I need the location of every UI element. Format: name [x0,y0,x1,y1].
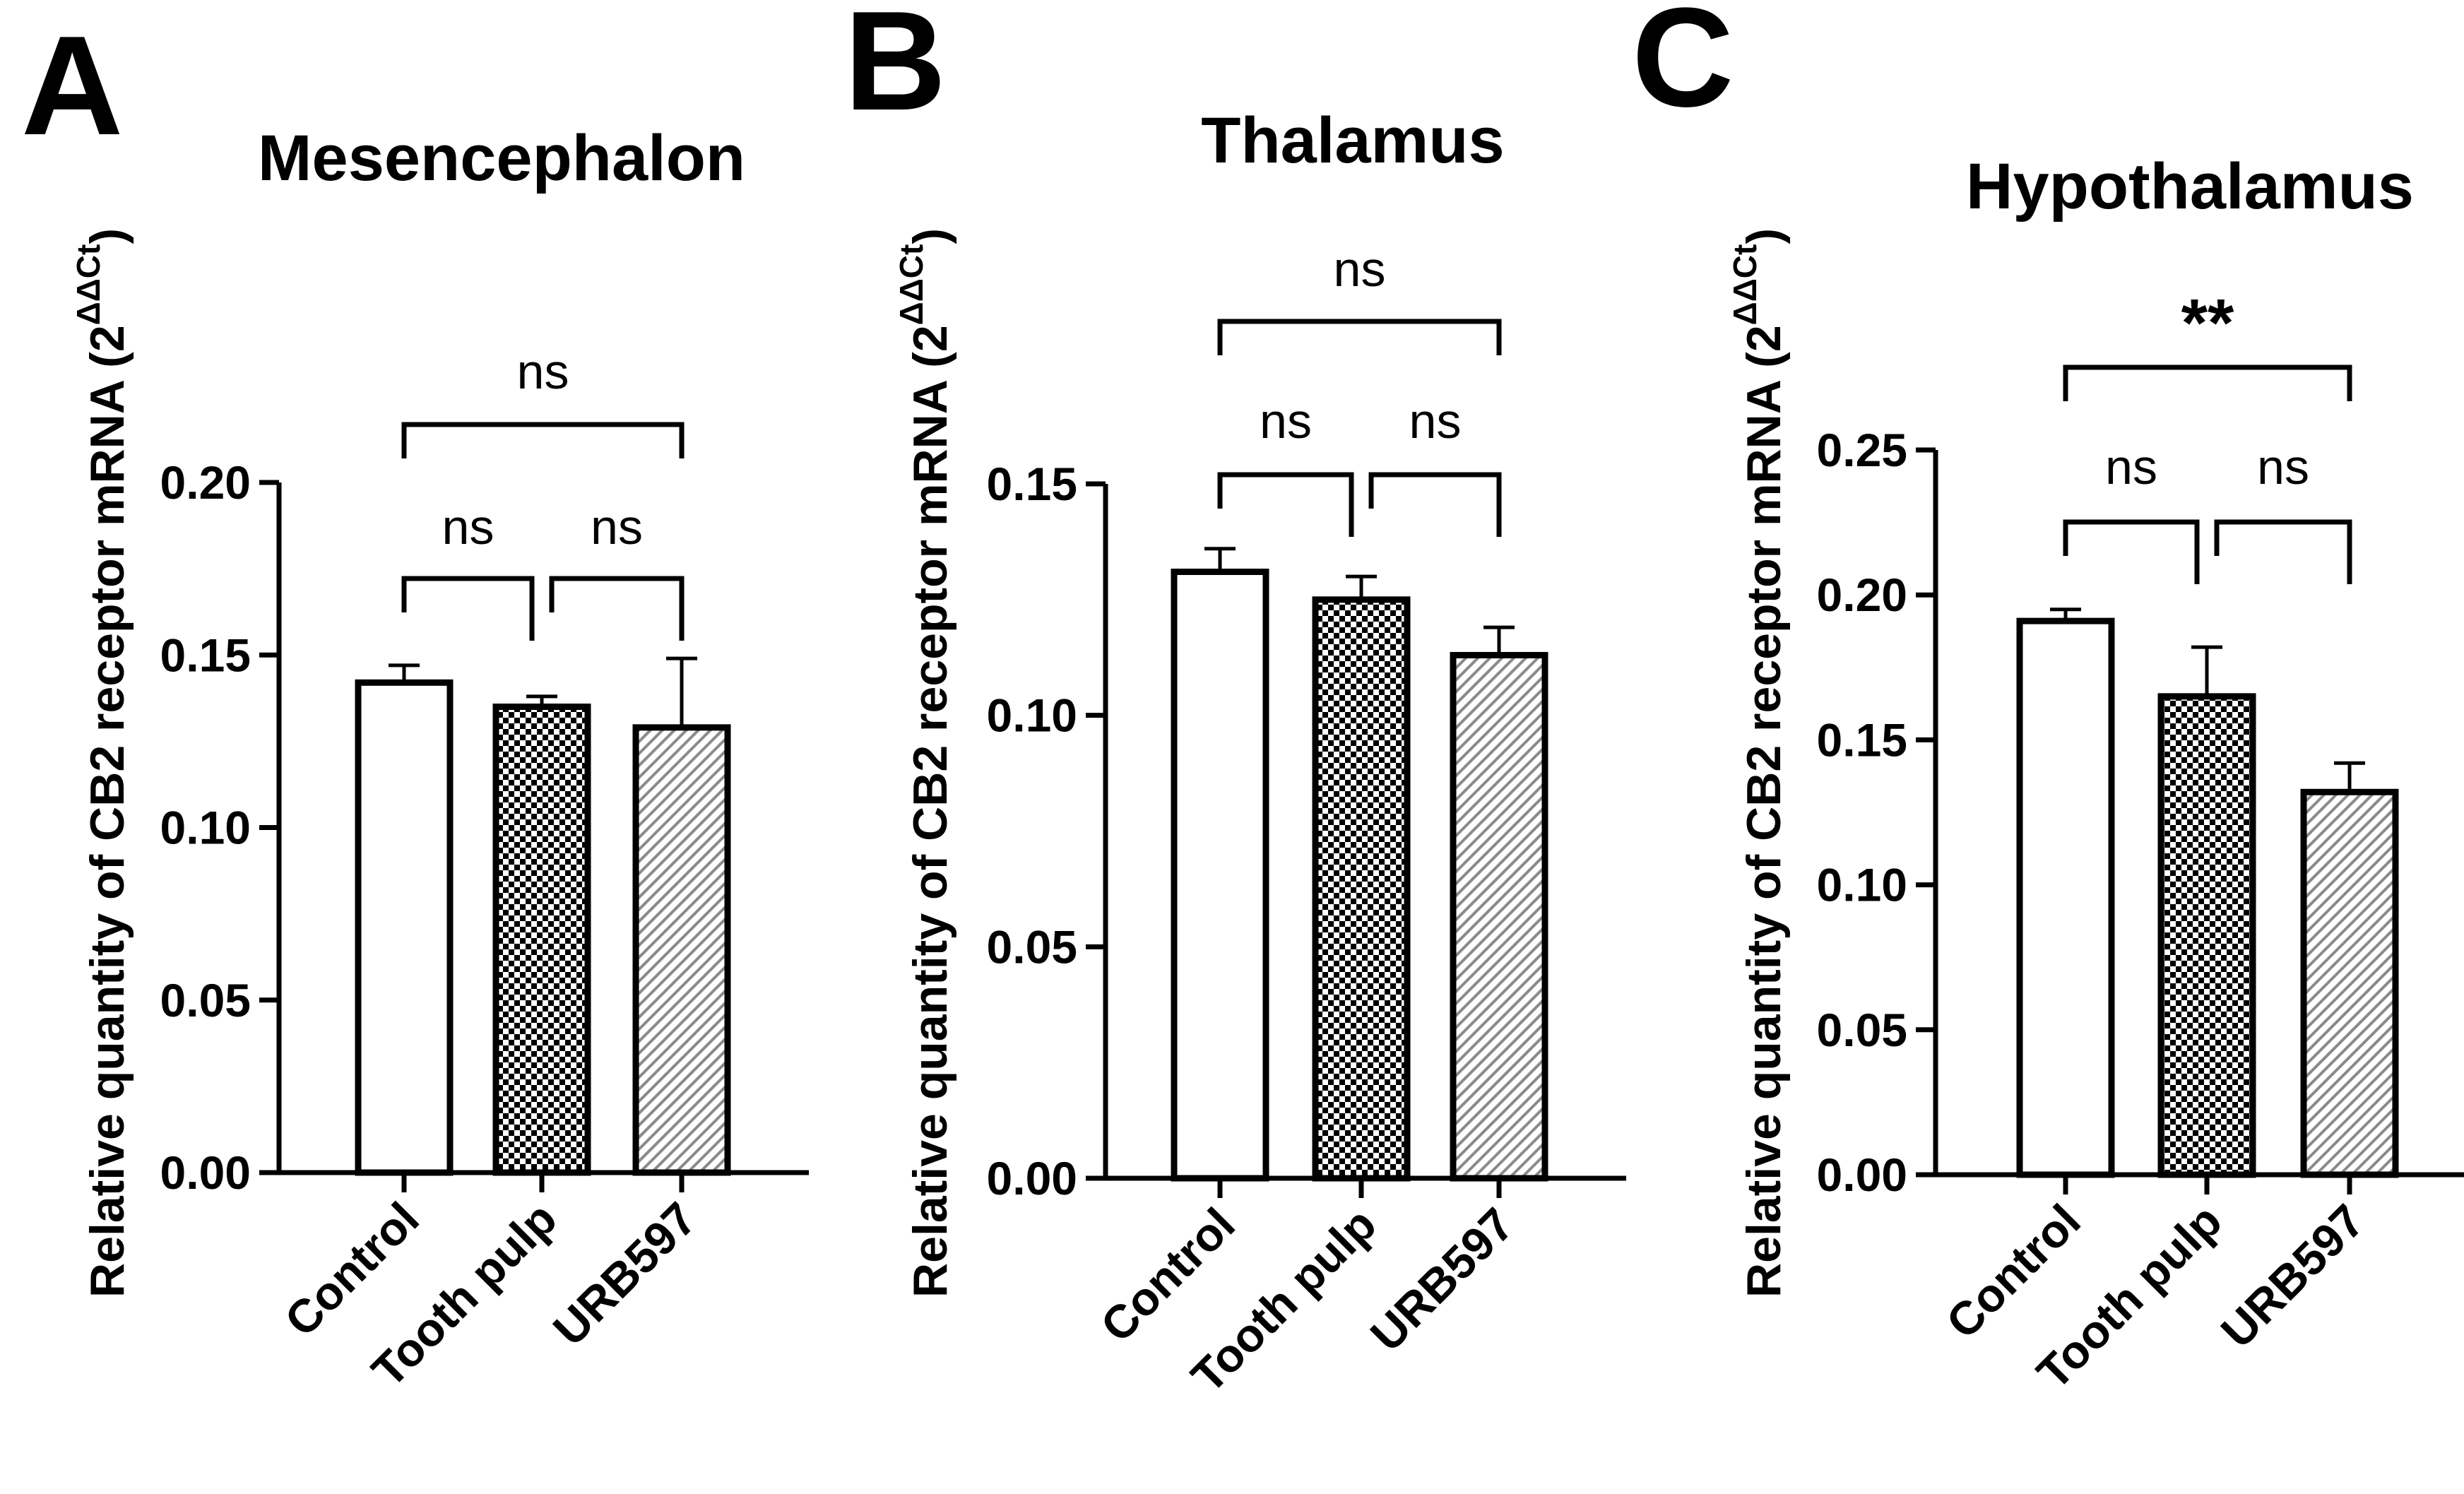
significance-bracket [2063,519,2200,584]
panel-thalamus: B Thalamus Relative quantity of CB2 rece… [844,0,1626,1402]
y-axis-label: Relative quantity of CB2 receptor mRNA (… [70,228,134,1298]
significance-bracket [2063,364,2352,401]
y-tick-label: 0.25 [1817,424,1907,476]
bar-urb597 [2300,788,2399,1178]
panel-mesencephalon: A Mesencephalon Relative quantity of CB2… [21,7,809,1397]
significance-bracket [401,422,685,458]
y-tick-label: 0.10 [160,802,251,854]
x-tick-label: URB597 [2211,1194,2374,1358]
significance-label: ns [1260,393,1312,449]
y-tick-label: 0.00 [1817,1149,1907,1201]
y-tick-label: 0.00 [160,1146,251,1199]
panel-letter: C [1632,0,1734,136]
bar-urb597 [632,724,731,1176]
bar-tooth-pulp [2157,693,2256,1178]
y-tick-label: 0.10 [1817,859,1907,911]
significance-label: ns [2105,439,2157,494]
y-axis-label: Relative quantity of CB2 receptor mRNA (… [1726,228,1791,1298]
chart-title: Hypothalamus [1966,150,2414,223]
y-axis-label-close: ) [81,228,134,244]
panel-letter: B [844,0,946,140]
y-tick-label: 0.10 [987,689,1077,742]
bar-control [2016,617,2115,1178]
significance-bracket [1368,472,1502,537]
y-tick-label: 0.15 [987,458,1077,510]
y-tick-label: 0.00 [987,1152,1077,1204]
significance-label: ns [517,344,569,399]
y-axis-label-close: ) [1737,228,1791,244]
significance-bracket [1217,319,1502,355]
y-tick-label: 0.20 [1817,569,1907,621]
significance-label: ns [1334,242,1386,297]
significance-bracket [401,576,535,641]
y-tick-label: 0.05 [987,920,1077,973]
bar-control [355,679,454,1176]
significance-label: ** [2181,285,2234,361]
y-axis-label-superscript: ΔΔCt [70,244,107,326]
y-tick-label: 0.15 [1817,713,1907,766]
bar-control [1171,569,1269,1182]
significance-label: ns [442,499,494,555]
significance-bracket [549,576,685,641]
y-tick-label: 0.05 [160,974,251,1026]
y-axis-label: Relative quantity of CB2 receptor mRNA (… [893,228,957,1298]
significance-label: ns [2257,439,2309,494]
bar-tooth-pulp [1312,596,1411,1182]
chart-title: Mesencephalon [258,122,745,194]
significance-bracket [2214,519,2352,584]
x-tick-label: URB597 [543,1192,706,1356]
significance-label: ns [591,499,643,555]
significance-bracket [1217,472,1354,537]
panel-letter: A [21,7,123,165]
y-tick-label: 0.15 [160,629,251,681]
y-axis-label-superscript: ΔΔCt [893,244,930,326]
significance-label: ns [1409,393,1462,449]
y-axis-label-close: ) [904,228,957,244]
bar-tooth-pulp [492,704,591,1176]
y-tick-label: 0.20 [160,456,251,509]
x-tick-label: URB597 [1361,1198,1524,1361]
chart-title: Thalamus [1201,105,1504,177]
y-axis-label-superscript: ΔΔCt [1726,244,1763,326]
y-tick-label: 0.05 [1817,1004,1907,1056]
bar-urb597 [1450,651,1548,1182]
panel-hypothalamus: C Hypothalamus Relative quantity of CB2 … [1632,0,2464,1399]
